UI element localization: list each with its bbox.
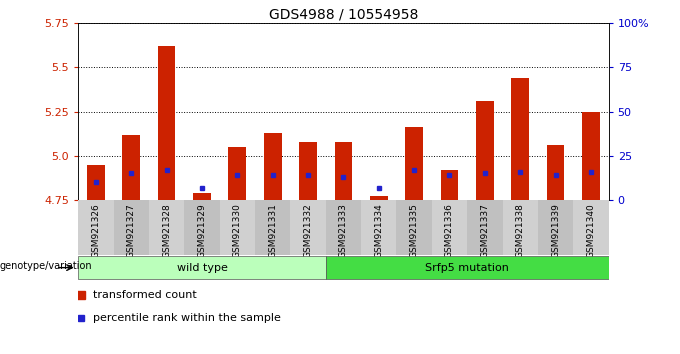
Bar [538, 200, 573, 255]
Text: GSM921330: GSM921330 [233, 203, 242, 258]
Bar [467, 200, 503, 255]
Bar [255, 200, 290, 255]
Text: genotype/variation: genotype/variation [0, 261, 92, 271]
Bar [228, 147, 246, 200]
Text: Srfp5 mutation: Srfp5 mutation [425, 263, 509, 273]
Text: GSM921332: GSM921332 [303, 203, 313, 257]
Text: GSM921334: GSM921334 [374, 203, 384, 257]
Bar [547, 145, 564, 200]
Bar [299, 142, 317, 200]
Text: GSM921336: GSM921336 [445, 203, 454, 258]
Bar [405, 127, 423, 200]
Bar [220, 200, 255, 255]
Bar [122, 135, 140, 200]
Bar [264, 133, 282, 200]
Bar [149, 200, 184, 255]
Bar [335, 142, 352, 200]
Bar [573, 200, 609, 255]
Bar [114, 200, 149, 255]
Bar [87, 165, 105, 200]
Bar [582, 112, 600, 200]
Text: GSM921335: GSM921335 [409, 203, 419, 258]
Bar [290, 200, 326, 255]
Bar [78, 200, 114, 255]
Text: GSM921339: GSM921339 [551, 203, 560, 258]
Bar [432, 200, 467, 255]
Bar [193, 193, 211, 200]
Bar [441, 170, 458, 200]
Text: wild type: wild type [177, 263, 227, 273]
Text: GSM921329: GSM921329 [197, 203, 207, 257]
Text: GSM921326: GSM921326 [91, 203, 101, 257]
Text: GSM921338: GSM921338 [515, 203, 525, 258]
Bar [158, 46, 175, 200]
Bar [326, 256, 609, 279]
Bar [326, 200, 361, 255]
Text: GSM921340: GSM921340 [586, 203, 596, 257]
Bar [78, 256, 326, 279]
Bar [476, 101, 494, 200]
Bar [396, 200, 432, 255]
Bar [361, 200, 396, 255]
Bar [511, 78, 529, 200]
Text: transformed count: transformed count [92, 290, 197, 299]
Text: GSM921331: GSM921331 [268, 203, 277, 258]
Text: GSM921337: GSM921337 [480, 203, 490, 258]
Bar [184, 200, 220, 255]
Text: GSM921333: GSM921333 [339, 203, 348, 258]
Title: GDS4988 / 10554958: GDS4988 / 10554958 [269, 8, 418, 22]
Bar [503, 200, 538, 255]
Text: GSM921328: GSM921328 [162, 203, 171, 257]
Text: GSM921327: GSM921327 [126, 203, 136, 257]
Text: percentile rank within the sample: percentile rank within the sample [92, 313, 280, 323]
Bar [370, 196, 388, 200]
